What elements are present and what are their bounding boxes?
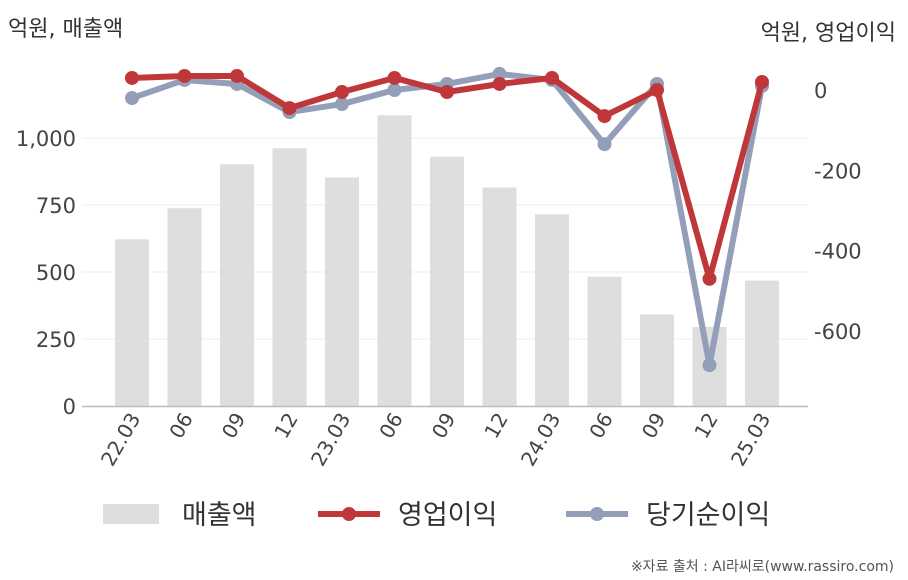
point-operating-profit — [440, 85, 454, 100]
x-tick-label: 24.03 — [516, 409, 565, 471]
x-tick-label: 22.03 — [96, 409, 145, 471]
source-label: ※자료 출처 : AI라씨로(www.rassiro.com) — [631, 559, 894, 575]
x-tick-label: 06 — [584, 409, 618, 443]
right-axis-ticks: 0 -200 -400 -600 — [814, 79, 862, 344]
x-tick-label: 09 — [427, 409, 461, 443]
point-operating-profit — [702, 271, 717, 286]
right-axis-unit-label: 억원, 영업이익 — [761, 21, 896, 46]
x-tick-label: 09 — [637, 409, 671, 443]
point-operating-profit — [755, 74, 769, 89]
bar-revenue — [587, 276, 622, 406]
right-tick-label: -400 — [814, 240, 862, 264]
bar-revenue — [745, 280, 779, 406]
point-operating-profit — [230, 68, 244, 83]
x-tick-label: 06 — [374, 409, 408, 443]
x-tick-label: 12 — [269, 409, 303, 443]
legend-label: 당기순이익 — [646, 500, 770, 531]
x-axis-ticks: 22.03 06 09 12 23.03 06 09 12 24.03 06 09 12 25.03 — [96, 409, 775, 471]
point-net-income — [702, 358, 717, 373]
left-tick-label: 0 — [63, 395, 76, 419]
bar-revenue — [115, 239, 149, 406]
point-operating-profit — [492, 76, 507, 91]
point-net-income — [387, 83, 402, 97]
x-tick-label: 09 — [217, 409, 251, 443]
point-net-income — [335, 97, 349, 112]
bar-revenue — [325, 177, 359, 406]
lines-layer — [125, 66, 769, 373]
point-operating-profit — [387, 70, 402, 85]
bar-revenue — [220, 164, 254, 406]
point-net-income — [597, 137, 612, 152]
left-axis-unit-label: 억원, 매출액 — [8, 17, 123, 42]
bar-revenue — [482, 187, 517, 406]
point-net-income — [492, 66, 507, 81]
legend-swatch-revenue — [103, 504, 159, 524]
legend-label: 영업이익 — [398, 500, 497, 531]
bar-revenue — [430, 156, 464, 406]
legend-marker-operating-profit — [342, 507, 356, 521]
right-tick-label: -200 — [814, 159, 862, 183]
point-operating-profit — [545, 70, 559, 85]
bars-layer — [115, 115, 779, 406]
left-tick-label: 750 — [36, 194, 76, 218]
x-tick-label: 23.03 — [306, 409, 355, 471]
bar-revenue — [640, 314, 674, 406]
x-tick-label: 12 — [689, 409, 723, 443]
legend: 매출액 영업이익 당기순이익 — [103, 500, 770, 531]
bar-revenue — [167, 208, 202, 406]
point-net-income — [125, 91, 139, 106]
right-tick-label: 0 — [814, 79, 827, 103]
legend-label: 매출액 — [182, 500, 257, 531]
bar-revenue — [535, 214, 569, 406]
bar-revenue — [272, 148, 307, 406]
point-operating-profit — [650, 83, 664, 97]
point-operating-profit — [282, 101, 297, 116]
point-operating-profit — [335, 85, 349, 100]
bar-revenue — [377, 115, 412, 406]
point-operating-profit — [597, 109, 612, 124]
left-tick-label: 1,000 — [16, 127, 76, 151]
left-tick-label: 250 — [36, 328, 76, 352]
left-tick-label: 500 — [36, 261, 76, 285]
right-tick-label: -600 — [814, 320, 862, 344]
x-tick-label: 12 — [479, 409, 513, 443]
x-tick-label: 06 — [164, 409, 198, 443]
left-axis-ticks: 0 250 500 750 1,000 — [16, 127, 76, 419]
legend-marker-net-income — [590, 507, 604, 521]
x-tick-label: 25.03 — [726, 409, 775, 471]
point-operating-profit — [177, 68, 192, 83]
point-operating-profit — [125, 70, 139, 85]
